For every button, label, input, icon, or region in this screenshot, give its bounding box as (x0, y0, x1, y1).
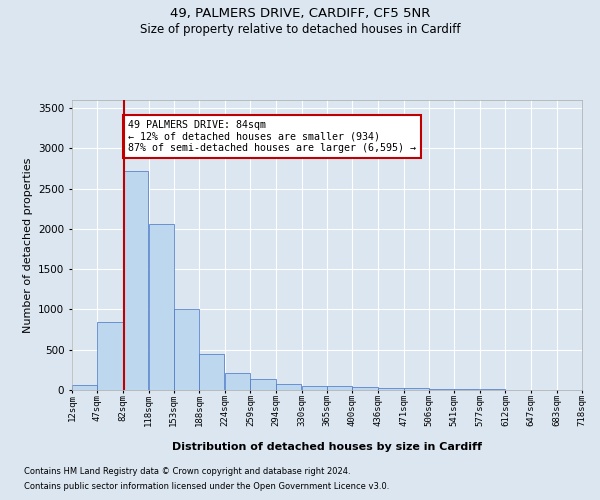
Y-axis label: Number of detached properties: Number of detached properties (23, 158, 32, 332)
Bar (276, 384, 301, 390)
Bar (225, 372, 250, 390)
Text: Distribution of detached houses by size in Cardiff: Distribution of detached houses by size … (172, 442, 482, 452)
Bar (97, 322, 122, 390)
Bar (72, 385, 97, 390)
Bar (429, 389, 454, 390)
Text: Contains HM Land Registry data © Crown copyright and database right 2024.: Contains HM Land Registry data © Crown c… (24, 467, 350, 476)
Text: Size of property relative to detached houses in Cardiff: Size of property relative to detached ho… (140, 22, 460, 36)
Bar (174, 310, 199, 390)
Bar (454, 389, 479, 390)
Bar (404, 388, 429, 390)
Text: 49, PALMERS DRIVE, CARDIFF, CF5 5NR: 49, PALMERS DRIVE, CARDIFF, CF5 5NR (170, 8, 430, 20)
Text: Contains public sector information licensed under the Open Government Licence v3: Contains public sector information licen… (24, 482, 389, 491)
Bar (378, 388, 404, 390)
Bar (302, 386, 327, 390)
Bar (149, 224, 174, 390)
Bar (199, 354, 224, 390)
Text: 49 PALMERS DRIVE: 84sqm
← 12% of detached houses are smaller (934)
87% of semi-d: 49 PALMERS DRIVE: 84sqm ← 12% of detache… (128, 120, 416, 154)
Bar (352, 387, 377, 390)
Bar (327, 386, 352, 390)
Bar (122, 171, 148, 390)
Bar (250, 378, 276, 390)
